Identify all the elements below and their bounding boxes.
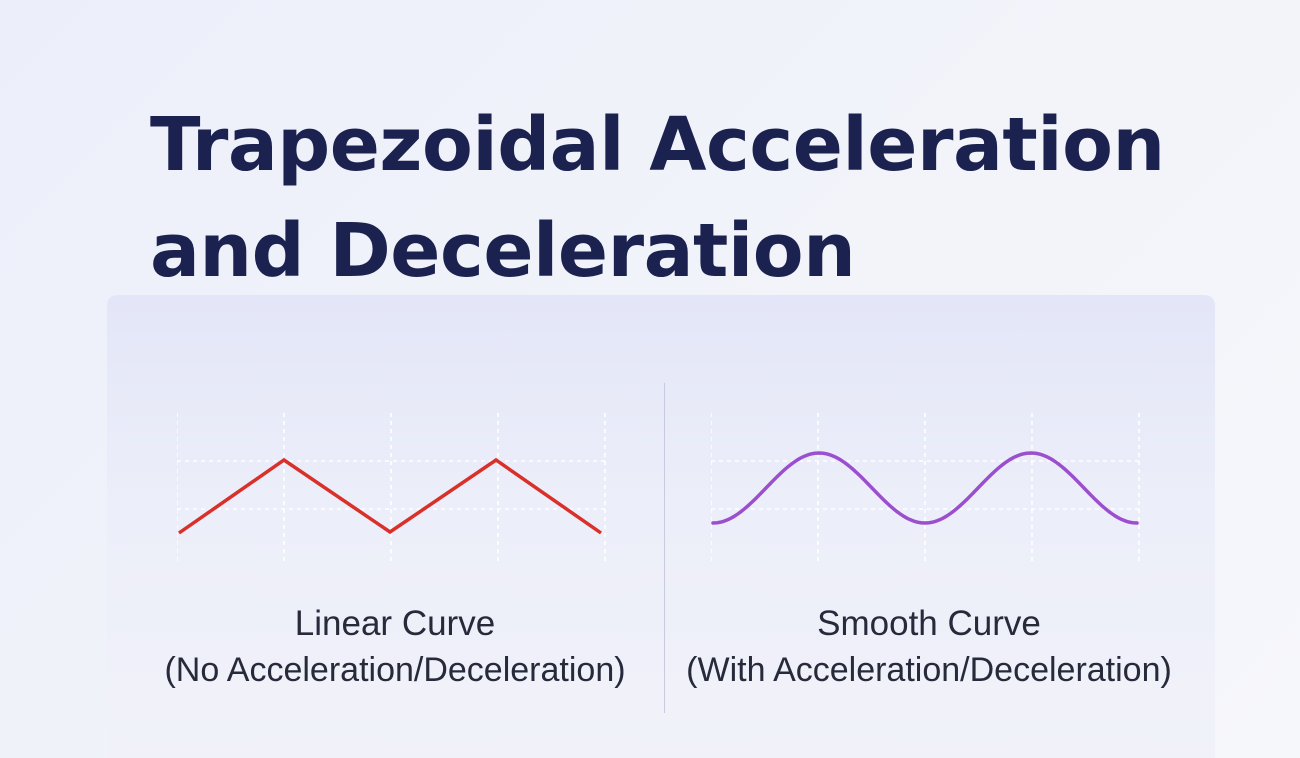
smooth-curve-line [711, 451, 1139, 525]
panel-divider [664, 383, 665, 713]
linear-curve-diagram [177, 413, 607, 563]
linear-curve-subtitle: (No Acceleration/Deceleration) [164, 651, 626, 689]
linear-curve-line [178, 457, 602, 535]
linear-curve-label: Linear Curve [294, 604, 496, 643]
comparison-panel: Linear Curve (No Acceleration/Decelerati… [107, 295, 1215, 758]
title-line-1: Trapezoidal Acceleration [150, 102, 1165, 188]
smooth-curve-subtitle: (With Acceleration/Deceleration) [686, 651, 1172, 689]
smooth-grid [711, 413, 1141, 563]
title-line-2: and Deceleration [150, 208, 856, 294]
smooth-curve-caption: Smooth Curve (With Acceleration/Decelera… [659, 601, 1199, 693]
smooth-curve-diagram [711, 413, 1141, 563]
smooth-curve-label: Smooth Curve [817, 604, 1041, 643]
linear-grid [177, 413, 607, 563]
linear-curve-caption: Linear Curve (No Acceleration/Decelerati… [125, 601, 665, 693]
page-title: Trapezoidal Acceleration and Deceleratio… [150, 92, 1200, 304]
